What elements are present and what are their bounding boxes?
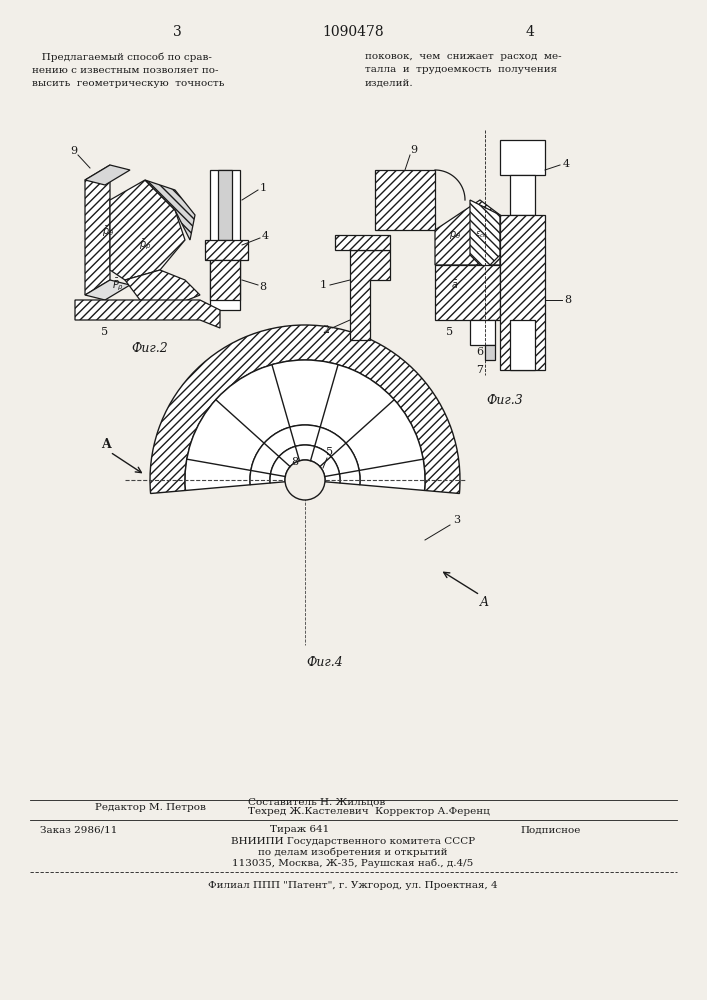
Polygon shape [125,270,200,305]
Polygon shape [210,170,240,310]
Text: 9: 9 [71,146,78,156]
Text: $\varepsilon_{cu}$: $\varepsilon_{cu}$ [475,230,489,240]
Text: Составитель Н. Жильцов: Составитель Н. Жильцов [248,798,385,806]
Text: Тираж 641: Тираж 641 [270,826,329,834]
Polygon shape [85,280,130,300]
Text: $\bar{a}$: $\bar{a}$ [451,279,459,291]
Text: 9: 9 [411,145,418,155]
Wedge shape [150,325,460,494]
Polygon shape [470,200,500,270]
Text: Предлагаемый способ по срав-
нению с известным позволяет по-
высить  геометричес: Предлагаемый способ по срав- нению с изв… [32,52,224,88]
Text: 4: 4 [563,159,570,169]
Text: 1090478: 1090478 [322,25,384,39]
Text: 3: 3 [453,515,460,525]
Text: $\bar{p}_\theta$: $\bar{p}_\theta$ [102,225,114,239]
Text: 6: 6 [477,347,484,357]
Polygon shape [435,265,500,320]
Text: 2: 2 [322,325,329,335]
Polygon shape [500,140,545,175]
Text: 8: 8 [564,295,571,305]
Text: 1: 1 [320,280,327,290]
Polygon shape [350,250,390,340]
Polygon shape [145,180,195,240]
Polygon shape [210,260,240,300]
Polygon shape [485,345,495,360]
Text: Заказ 2986/11: Заказ 2986/11 [40,826,117,834]
Text: Филиал ППП "Патент", г. Ужгород, ул. Проектная, 4: Филиал ППП "Патент", г. Ужгород, ул. Про… [208,880,498,890]
Text: 3: 3 [173,25,182,39]
Polygon shape [85,165,130,185]
Polygon shape [75,300,220,328]
Wedge shape [250,425,360,485]
Polygon shape [435,200,500,265]
Text: A: A [101,438,111,450]
Text: ВНИИПИ Государственного комитета СССР: ВНИИПИ Государственного комитета СССР [231,836,475,846]
Text: Фиг.3: Фиг.3 [486,393,523,406]
Text: Фиг.2: Фиг.2 [132,342,168,355]
Circle shape [285,460,325,500]
Text: A: A [479,595,489,608]
Text: Техред Ж.Кастелевич  Корректор А.Ференц: Техред Ж.Кастелевич Корректор А.Ференц [248,808,490,816]
Polygon shape [218,170,232,240]
Text: 5: 5 [446,327,454,337]
Polygon shape [510,320,535,370]
Polygon shape [510,175,535,215]
Text: 8: 8 [259,282,267,292]
Text: Редактор М. Петров: Редактор М. Петров [95,802,206,812]
Text: $p_\theta$: $p_\theta$ [449,229,461,241]
Text: по делам изобретения и открытий: по делам изобретения и открытий [258,847,448,857]
Polygon shape [85,165,110,295]
Text: 5: 5 [101,327,109,337]
Polygon shape [205,240,248,260]
Polygon shape [500,215,545,370]
Text: поковок,  чем  снижает  расход  ме-
талла  и  трудоемкость  получения
изделий.: поковок, чем снижает расход ме- талла и … [365,52,561,87]
Text: 5: 5 [327,447,334,457]
Text: 4: 4 [525,25,534,39]
Text: 7: 7 [477,365,484,375]
Polygon shape [375,170,435,230]
Text: Фиг.4: Фиг.4 [307,656,344,670]
Text: $\bar{P}_\rho$: $\bar{P}_\rho$ [112,277,124,293]
Wedge shape [270,445,340,483]
Polygon shape [470,320,495,345]
Wedge shape [185,360,425,490]
Text: 1: 1 [259,183,267,193]
Text: Подписное: Подписное [520,826,580,834]
Text: 4: 4 [262,231,269,241]
Text: $\bar{p}_\rho$: $\bar{p}_\rho$ [139,238,151,252]
Polygon shape [335,235,390,250]
Polygon shape [110,180,185,280]
Text: 8: 8 [291,457,298,467]
Text: 113035, Москва, Ж-35, Раушская наб., д.4/5: 113035, Москва, Ж-35, Раушская наб., д.4… [233,858,474,868]
